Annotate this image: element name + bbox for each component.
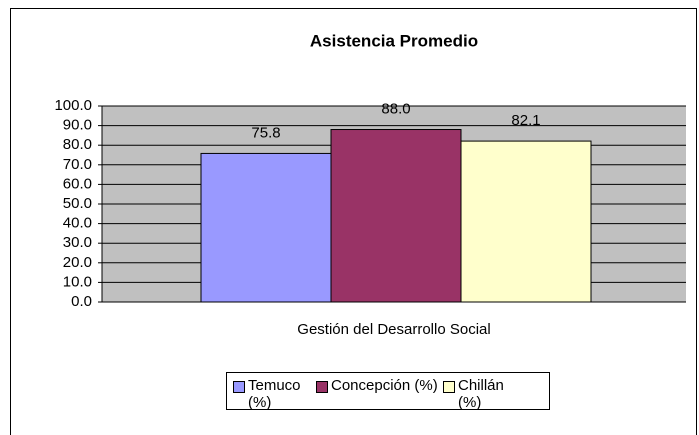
data-label: 75.8	[251, 124, 280, 141]
legend-swatch	[443, 381, 455, 393]
bar	[330, 129, 462, 303]
legend-item: Chillán (%)	[443, 377, 528, 411]
legend-label: Concepción (%)	[331, 377, 438, 394]
y-tick-label: 80.0	[63, 136, 92, 153]
y-tick-label: 50.0	[63, 195, 92, 212]
legend: Temuco (%) Concepción (%) Chillán (%)	[226, 372, 550, 411]
y-tick-label: 10.0	[63, 273, 92, 290]
y-tick-label: 100.0	[54, 97, 92, 114]
legend-label: Chillán (%)	[458, 377, 504, 411]
y-tick-label: 90.0	[63, 117, 92, 134]
legend-item: Temuco (%)	[233, 377, 312, 411]
x-tick-label: Gestión del Desarrollo Social	[297, 321, 490, 338]
y-tick-label: 0.0	[71, 293, 92, 310]
bar	[200, 152, 332, 303]
y-tick-label: 60.0	[63, 175, 92, 192]
bar	[460, 140, 592, 303]
y-tick-label: 70.0	[63, 156, 92, 173]
data-label: 82.1	[511, 112, 540, 129]
chart-title: Asistencia Promedio	[310, 31, 478, 50]
y-tick-label: 20.0	[63, 254, 92, 271]
legend-swatch	[233, 381, 245, 393]
y-tick-label: 40.0	[63, 215, 92, 232]
y-tick-label: 30.0	[63, 234, 92, 251]
data-label: 88.0	[381, 100, 410, 117]
legend-item: Concepción (%)	[316, 377, 439, 409]
legend-label: Temuco (%)	[248, 377, 301, 411]
legend-swatch	[316, 381, 328, 393]
